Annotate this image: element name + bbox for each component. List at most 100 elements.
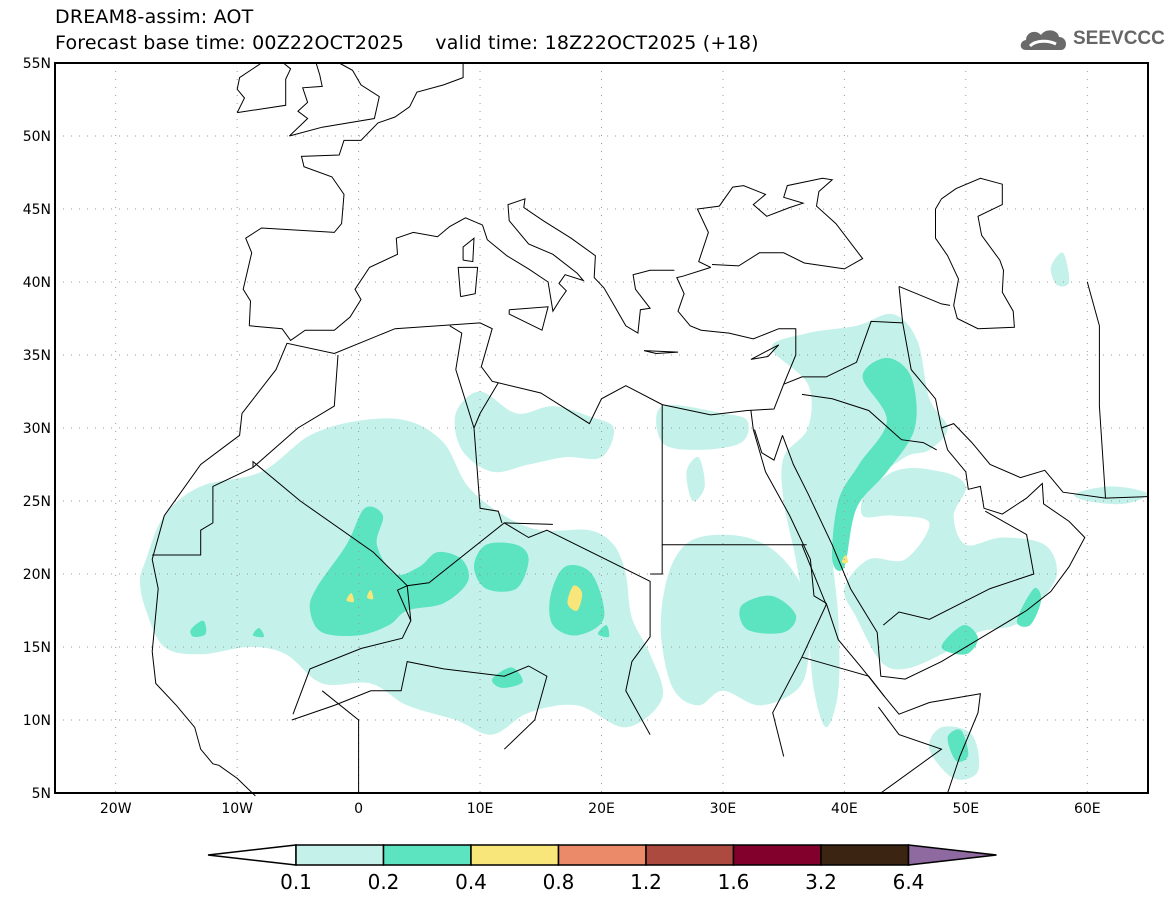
boundary-line xyxy=(249,198,675,342)
boundary-line xyxy=(1086,281,1106,499)
gridlines xyxy=(55,62,1148,794)
boundary-line xyxy=(473,382,499,429)
boundary-line xyxy=(935,177,1015,330)
boundary-line xyxy=(151,651,256,797)
aot-0.1-0.2-region xyxy=(771,313,1058,728)
boundary-line xyxy=(782,423,1149,680)
lat-tick-label: 10N xyxy=(23,713,51,729)
colorbar-swatch xyxy=(820,844,910,866)
lat-tick-label: 30N xyxy=(23,421,51,437)
base-time: Forecast base time: 00Z22OCT2025 xyxy=(55,32,405,54)
aot-0.1-0.2-region xyxy=(1074,486,1148,505)
lat-tick-label: 25N xyxy=(23,494,51,510)
aot-0.2-0.4-region xyxy=(832,357,917,572)
lat-tick-label: 35N xyxy=(23,348,51,364)
lat-tick-label: 55N xyxy=(23,56,51,72)
lon-tick-label: 30E xyxy=(710,801,737,817)
lon-tick-label: 10W xyxy=(221,801,253,817)
cloud-icon xyxy=(1020,30,1067,50)
boundary-line xyxy=(406,522,651,735)
boundary-line xyxy=(754,429,783,461)
boundary-line xyxy=(750,410,981,794)
boundary-line xyxy=(151,266,797,652)
lon-tick-label: 20E xyxy=(588,801,615,817)
map-title: DREAM8-assim: AOT xyxy=(55,6,254,28)
lon-tick-label: 20W xyxy=(100,801,132,817)
colorbar-low-arrow xyxy=(207,844,297,866)
lat-tick-label: 45N xyxy=(23,202,51,218)
coastlines xyxy=(151,62,1149,797)
colorbar-swatch xyxy=(732,844,822,866)
lat-tick-label: 20N xyxy=(23,567,51,583)
lat-tick-label: 15N xyxy=(23,640,51,656)
aot-0.2-0.4-region xyxy=(491,667,523,688)
aot-0.2-0.4-region xyxy=(941,624,978,655)
lat-tick-label: 5N xyxy=(32,786,51,802)
aot-0.2-0.4-region xyxy=(473,542,529,592)
aot-contours xyxy=(140,252,1148,780)
colorbar-level-label: 0.8 xyxy=(542,870,575,894)
lon-tick-label: 0 xyxy=(354,801,363,817)
boundary-line xyxy=(449,325,475,429)
aot-0.1-0.2-region xyxy=(660,534,811,706)
aot-0.4-0.8-region xyxy=(346,592,354,603)
aot-0.2-0.4-region xyxy=(739,595,797,634)
lon-tick-label: 10E xyxy=(467,801,494,817)
boundary-line xyxy=(242,63,464,326)
lon-tick-label: 60E xyxy=(1074,801,1101,817)
aot-0.1-0.2-region xyxy=(1050,252,1070,287)
lon-tick-label: 50E xyxy=(952,801,979,817)
colorbar-level-label: 1.6 xyxy=(717,870,750,894)
aot-0.2-0.4-region xyxy=(597,625,610,638)
aot-0.1-0.2-region xyxy=(454,391,615,473)
colorbar-level-label: 0.4 xyxy=(455,870,487,894)
boundary-line xyxy=(457,266,479,298)
aot-0.4-0.8-region xyxy=(567,585,583,611)
colorbar-swatch xyxy=(295,844,385,866)
boundary-line xyxy=(696,177,864,270)
lat-tick-label: 40N xyxy=(23,275,51,291)
boundary-line xyxy=(289,62,380,137)
boundary-line xyxy=(882,510,1035,626)
boundary-line xyxy=(291,661,548,750)
aot-0.2-0.4-region xyxy=(947,729,969,762)
boundary-line xyxy=(783,320,942,429)
boundary-line xyxy=(898,286,904,323)
boundary-line xyxy=(252,354,339,468)
colorbar-level-label: 1.2 xyxy=(630,870,662,894)
colorbar-swatch xyxy=(557,844,647,866)
colorbar-level-label: 3.2 xyxy=(805,870,837,894)
boundary-line xyxy=(462,237,475,263)
seevccc-logo: SEEVCCC xyxy=(1018,26,1165,52)
colorbar-swatch xyxy=(470,844,560,866)
boundary-line xyxy=(877,706,943,794)
aot-0.1-0.2-region xyxy=(686,456,705,502)
logo-text: SEEVCCC xyxy=(1073,28,1165,49)
boundary-line xyxy=(801,656,885,697)
colorbar-swatch xyxy=(382,844,472,866)
colorbar-swatch xyxy=(645,844,735,866)
aot-0.2-0.4-region xyxy=(190,620,207,638)
boundary-line xyxy=(801,393,937,451)
aot-0.1-0.2-region xyxy=(504,428,523,450)
aot-0.4-0.8-region xyxy=(367,590,374,600)
boundary-line xyxy=(152,460,412,715)
colorbar-high-arrow xyxy=(907,844,997,866)
aot-0.2-0.4-region xyxy=(309,506,469,637)
lat-tick-label: 50N xyxy=(23,129,51,145)
boundary-line xyxy=(321,690,360,793)
aot-0.4-0.8-region xyxy=(841,555,849,564)
aot-0.1-0.2-region xyxy=(656,404,749,450)
colorbar-level-label: 6.4 xyxy=(892,870,925,894)
map-subtitle: Forecast base time: 00Z22OCT2025 valid t… xyxy=(55,32,759,54)
boundary-line xyxy=(289,62,323,137)
map-frame xyxy=(54,62,1149,794)
colorbar-level-label: 0.2 xyxy=(367,870,400,894)
boundary-line xyxy=(650,544,663,575)
valid-time: valid time: 18Z22OCT2025 (+18) xyxy=(435,32,759,54)
boundary-line xyxy=(504,522,553,525)
boundary-line xyxy=(750,344,780,360)
aot-0.2-0.4-region xyxy=(252,628,265,638)
